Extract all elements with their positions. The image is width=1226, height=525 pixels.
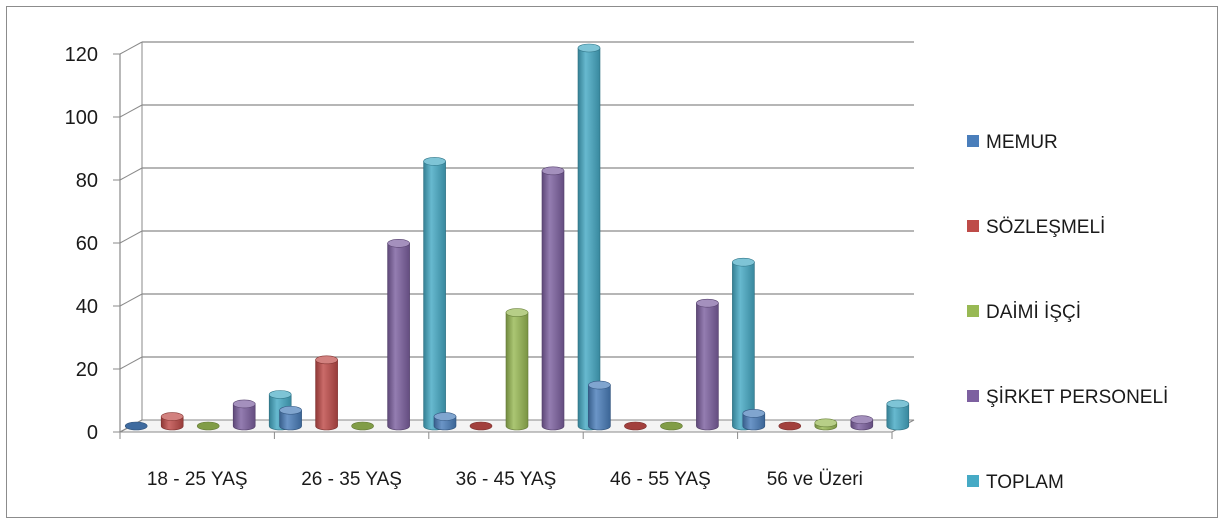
chart-frame bbox=[6, 6, 1218, 518]
gridline-side bbox=[119, 230, 143, 244]
bar bbox=[588, 380, 611, 431]
bar bbox=[696, 298, 719, 431]
bar bbox=[196, 421, 220, 431]
bar bbox=[624, 421, 647, 431]
bar bbox=[315, 355, 338, 431]
bar bbox=[160, 412, 184, 431]
bar bbox=[423, 157, 446, 431]
legend-label: TOPLAM bbox=[986, 472, 1064, 493]
bar bbox=[232, 399, 256, 431]
bar bbox=[469, 421, 493, 431]
gridline-side bbox=[119, 41, 143, 55]
y-tick-label: 0 bbox=[87, 422, 98, 444]
bar bbox=[732, 257, 755, 431]
bar bbox=[850, 415, 874, 431]
y-tick-label: 40 bbox=[76, 296, 98, 318]
legend-label: DAİMİ İŞÇİ bbox=[986, 302, 1081, 323]
legend-label: ŞİRKET PERSONELİ bbox=[986, 387, 1168, 408]
gridline-side bbox=[119, 104, 143, 118]
bar bbox=[814, 418, 838, 431]
legend-label: MEMUR bbox=[986, 132, 1058, 153]
legend-swatch bbox=[967, 475, 979, 487]
bar bbox=[351, 421, 374, 431]
bar bbox=[886, 399, 910, 431]
x-tick-label: 18 - 25 YAŞ bbox=[147, 469, 248, 490]
y-tick-label: 20 bbox=[76, 359, 98, 381]
bar bbox=[660, 421, 683, 431]
gridline-side bbox=[119, 356, 143, 370]
legend-swatch bbox=[967, 135, 979, 147]
bar bbox=[433, 412, 457, 431]
bar bbox=[387, 239, 410, 431]
x-tick-label: 56 ve Üzeri bbox=[767, 469, 863, 490]
legend-swatch bbox=[967, 220, 979, 232]
x-tick-label: 36 - 45 YAŞ bbox=[456, 469, 557, 490]
y-tick-label: 80 bbox=[76, 170, 98, 192]
legend-swatch bbox=[967, 305, 979, 317]
y-tick-label: 100 bbox=[65, 107, 98, 129]
bar bbox=[279, 405, 302, 431]
bar bbox=[124, 421, 148, 431]
bar bbox=[577, 43, 601, 431]
bar bbox=[505, 308, 529, 431]
bar bbox=[742, 409, 766, 431]
x-tick-label: 26 - 35 YAŞ bbox=[301, 469, 402, 490]
y-tick-label: 60 bbox=[76, 233, 98, 255]
x-tick-label: 46 - 55 YAŞ bbox=[610, 469, 711, 490]
legend-swatch bbox=[967, 390, 979, 402]
y-tick-label: 120 bbox=[65, 44, 98, 66]
gridline-side bbox=[119, 167, 143, 181]
gridline-side bbox=[119, 293, 143, 307]
bar bbox=[778, 421, 802, 431]
bar bbox=[541, 166, 565, 431]
legend-label: SÖZLEŞMELİ bbox=[986, 217, 1105, 238]
